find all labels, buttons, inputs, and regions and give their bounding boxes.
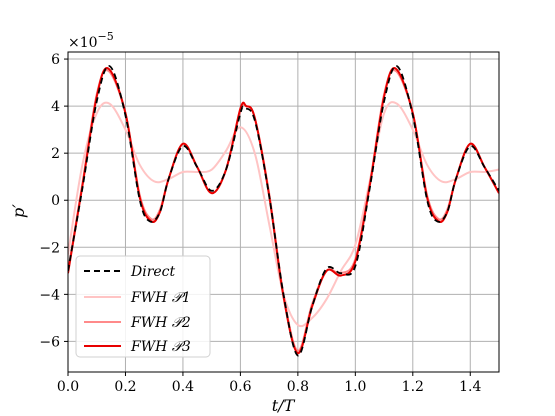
x-tick-label: 0.4 bbox=[172, 379, 194, 395]
legend: Direct FWH 𝒫1 FWH 𝒫2 FWH 𝒫3 bbox=[75, 255, 211, 358]
legend-label-fwh-p2: FWH 𝒫2 bbox=[130, 315, 191, 331]
legend-label-fwh-p3: FWH 𝒫3 bbox=[130, 339, 191, 355]
x-axis-label: t/T bbox=[272, 396, 296, 415]
series-layer bbox=[68, 65, 499, 357]
x-tick-label: 0.2 bbox=[114, 379, 136, 395]
x-tick-label: 1.4 bbox=[459, 379, 481, 395]
y-tick-label: 4 bbox=[51, 99, 60, 115]
ticks: 0.0 0.2 0.4 0.6 0.8 1.0 1.2 1.4 −6 −4 −2 0 2 4 6 bbox=[39, 52, 481, 395]
y-tick-label: −4 bbox=[39, 287, 60, 303]
y-tick-label: −6 bbox=[39, 334, 60, 350]
y-tick-label: 2 bbox=[51, 146, 60, 162]
y-axis-label: p′ bbox=[9, 204, 28, 218]
legend-label-direct: Direct bbox=[130, 264, 176, 280]
plot-frame bbox=[67, 51, 500, 373]
series-line-direct bbox=[68, 65, 499, 357]
y-tick-label: −2 bbox=[39, 240, 60, 256]
x-tick-label: 0.0 bbox=[57, 379, 79, 395]
x-tick-label: 1.2 bbox=[402, 379, 424, 395]
x-tick-label: 0.6 bbox=[229, 379, 251, 395]
x-tick-label: 1.0 bbox=[344, 379, 366, 395]
y-tick-label: 0 bbox=[51, 193, 60, 209]
scale-factor-label: ×10−5 bbox=[68, 30, 114, 51]
y-tick-label: 6 bbox=[51, 52, 60, 68]
x-tick-label: 0.8 bbox=[287, 379, 309, 395]
legend-box bbox=[75, 255, 211, 358]
scale-factor-exponent: −5 bbox=[98, 30, 114, 43]
legend-label-fwh-p1: FWH 𝒫1 bbox=[130, 290, 191, 306]
